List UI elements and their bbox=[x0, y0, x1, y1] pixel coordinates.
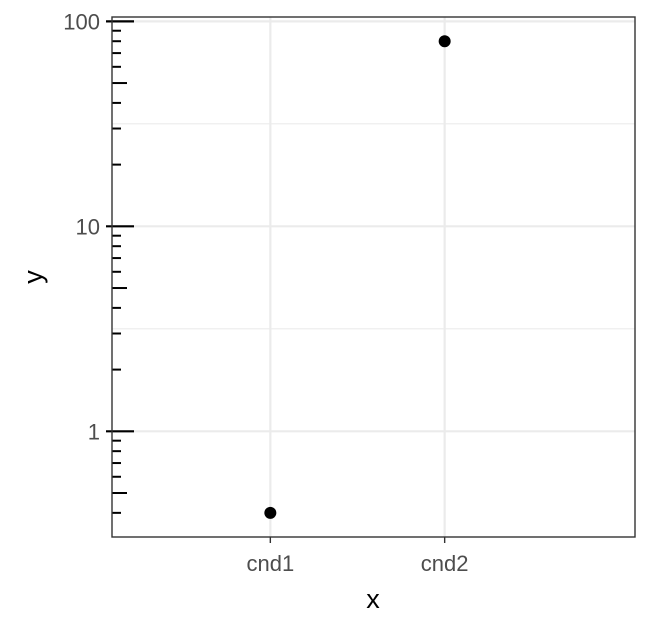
panel-border bbox=[111, 16, 636, 538]
y-tick-label: 1 bbox=[88, 419, 100, 444]
x-tick-label: cnd2 bbox=[421, 551, 469, 576]
y-tick-label: 10 bbox=[76, 214, 100, 239]
y-tick-label: 100 bbox=[63, 9, 100, 34]
data-point bbox=[438, 35, 451, 48]
x-axis-title: x bbox=[366, 584, 380, 614]
label-layer: 1 10 100 cnd1 cnd2 bbox=[63, 9, 468, 576]
data-point bbox=[264, 506, 277, 519]
grid-layer bbox=[112, 17, 635, 537]
x-tick-label: cnd1 bbox=[246, 551, 294, 576]
y-axis-title: y bbox=[18, 270, 48, 284]
points-layer bbox=[264, 35, 451, 519]
tick-layer bbox=[106, 20, 446, 543]
